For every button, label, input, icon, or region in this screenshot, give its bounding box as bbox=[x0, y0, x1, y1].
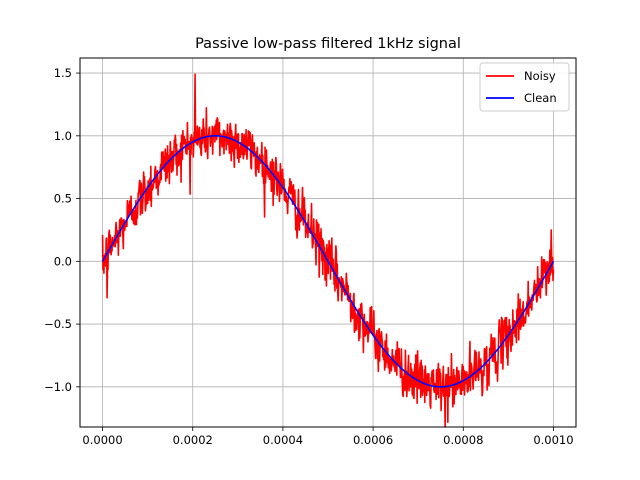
series-line-noisy bbox=[101, 73, 555, 428]
legend: Noisy Clean bbox=[479, 62, 570, 112]
y-tick-label: 1.0 bbox=[54, 129, 72, 143]
axes: 0.0000 0.0002 0.0004 0.0006 0.0008 0.0010 −1.0… bbox=[44, 66, 574, 447]
chart-title: Passive low-pass filtered 1kHz signal bbox=[195, 36, 461, 52]
y-tick-label: −1.0 bbox=[44, 380, 72, 394]
x-tick-label: 0.0008 bbox=[443, 433, 483, 447]
legend-label-noisy: Noisy bbox=[524, 69, 556, 83]
x-tick-label: 0.0002 bbox=[173, 433, 213, 447]
y-tick-label: 0.5 bbox=[54, 192, 72, 206]
series-layer bbox=[101, 73, 555, 428]
x-tick-label: 0.0000 bbox=[82, 433, 122, 447]
legend-label-clean: Clean bbox=[524, 91, 557, 105]
x-tick-label: 0.0004 bbox=[263, 433, 303, 447]
series-line-clean bbox=[101, 135, 555, 388]
grid bbox=[80, 58, 576, 427]
plot-frame bbox=[79, 57, 577, 428]
y-tick-label: 1.5 bbox=[54, 66, 72, 80]
legend-box bbox=[479, 62, 570, 112]
y-tick-label: −0.5 bbox=[44, 317, 72, 331]
x-tick-label: 0.0010 bbox=[533, 433, 573, 447]
x-tick-label: 0.0006 bbox=[353, 433, 393, 447]
y-tick-label: 0.0 bbox=[54, 254, 72, 268]
